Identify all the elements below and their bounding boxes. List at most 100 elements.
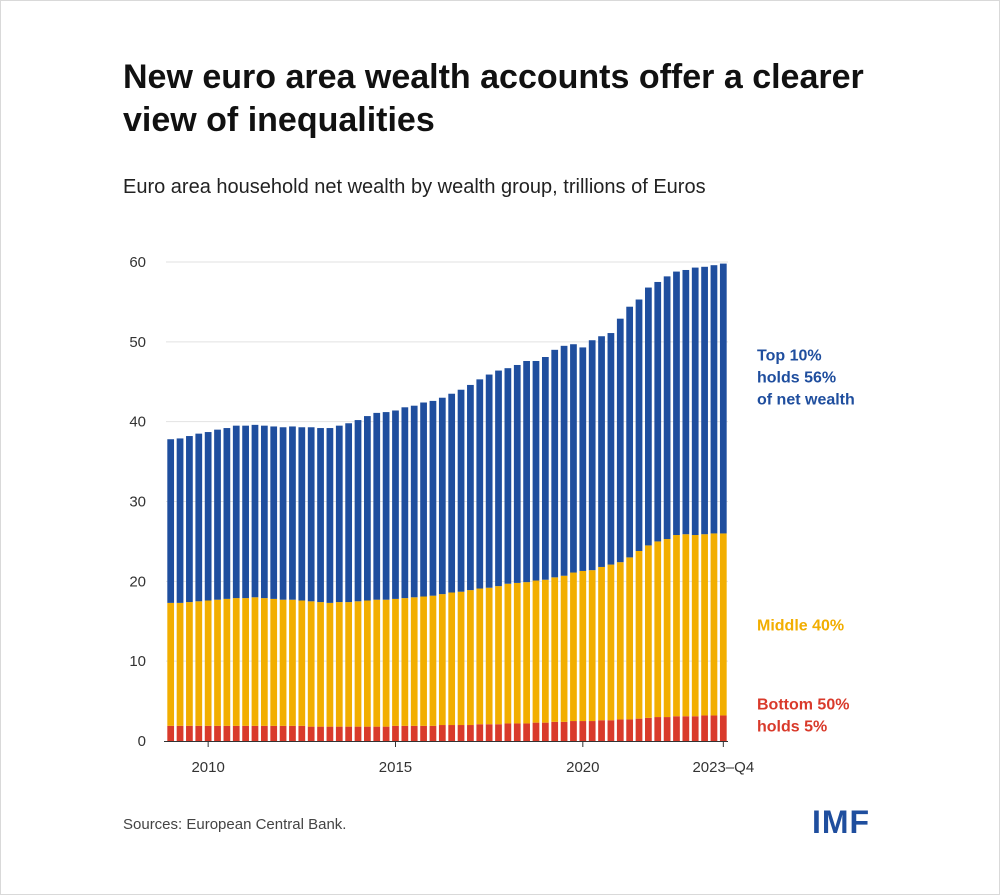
bar-segment	[504, 368, 512, 584]
bar-segment	[541, 722, 549, 741]
bar-segment	[448, 592, 456, 726]
bar-segment	[317, 726, 324, 741]
bar-segment	[532, 360, 540, 581]
bar-segment	[345, 726, 353, 741]
bar-segment	[429, 595, 437, 726]
grid-lines	[166, 261, 728, 662]
bar-segment	[626, 306, 634, 558]
bar-segment	[495, 724, 502, 741]
bar-segment	[654, 717, 662, 741]
bar-segment	[260, 425, 268, 599]
bar-segment	[663, 717, 671, 741]
bar-segment	[335, 602, 343, 727]
bar-segment	[167, 602, 175, 726]
bar-segment	[588, 340, 596, 571]
bar-segment	[719, 263, 727, 534]
bar-segment	[626, 719, 634, 741]
bar-segment	[523, 582, 530, 724]
bar-segment	[701, 715, 708, 741]
bar-segment	[270, 725, 278, 741]
bar-segment	[195, 725, 203, 741]
bar-segment	[598, 336, 605, 567]
series-label-line: Top 10%	[757, 348, 822, 365]
y-tick-label: 50	[129, 334, 146, 351]
bar-segment	[682, 716, 690, 741]
bar-segment	[176, 725, 184, 741]
bar-segment	[186, 602, 193, 726]
bar-segment	[626, 557, 634, 720]
bar-segment	[710, 265, 718, 534]
y-tick-label: 60	[129, 254, 146, 271]
bar-segment	[485, 587, 493, 725]
chart-subtitle: Euro area household net wealth by wealth…	[123, 176, 706, 198]
bar-segment	[551, 349, 559, 578]
bar-segment	[448, 393, 456, 593]
bar-segment	[335, 726, 343, 741]
bar-segment	[467, 725, 474, 741]
y-tick-label: 30	[129, 494, 146, 511]
bar-segment	[663, 539, 671, 718]
bar-segment	[691, 535, 699, 717]
bar-segment	[691, 716, 699, 741]
bar-segment	[523, 723, 530, 741]
bar-segment	[223, 428, 231, 599]
bar-segment	[682, 269, 690, 535]
bar-segment	[635, 551, 643, 719]
bar-segment	[410, 597, 418, 726]
bar-segment	[307, 601, 315, 727]
bar-segment	[560, 345, 568, 576]
bar-segment	[598, 720, 605, 741]
bar-segment	[214, 599, 221, 726]
bar-segment	[495, 586, 502, 725]
bar-segment	[251, 725, 259, 741]
bar-segment	[457, 725, 465, 741]
bar-segment	[710, 533, 718, 716]
bar-segment	[457, 389, 465, 592]
axes: 0 10 20 30 40 50 60 2010 2015 2020 2023–Q4	[129, 254, 754, 776]
bar-segment	[345, 423, 353, 603]
x-tick-label: 2020	[566, 759, 599, 776]
bar-segment	[232, 425, 240, 599]
bar-segment	[654, 541, 662, 718]
bar-segment	[279, 427, 287, 600]
bar-segment	[645, 545, 652, 718]
bar-segment	[279, 599, 287, 726]
bar-segment	[392, 598, 399, 726]
bar-segment	[204, 432, 212, 601]
bar-segment	[457, 591, 465, 726]
bar-segment	[307, 726, 315, 741]
bar-segment	[270, 598, 278, 726]
bar-segment	[242, 598, 249, 726]
bar-segment	[242, 725, 249, 741]
bar-segment	[373, 599, 381, 727]
bar-segment	[251, 597, 259, 726]
bar-segment	[364, 416, 371, 601]
bar-segment	[326, 726, 334, 741]
series-middle-40-	[167, 533, 727, 727]
bar-segment	[476, 724, 484, 741]
bar-segment	[616, 318, 624, 563]
bar-segment	[410, 405, 418, 598]
bar-segment	[682, 534, 690, 717]
x-tick-label: 2010	[191, 759, 224, 776]
bar-segment	[317, 428, 324, 603]
bar-segment	[645, 287, 652, 546]
source-note: Sources: European Central Bank.	[123, 816, 347, 833]
bar-segment	[504, 723, 512, 741]
bar-segment	[176, 602, 184, 726]
bar-segment	[251, 424, 259, 598]
bar-segment	[214, 725, 221, 741]
series-label-line: Bottom 50%	[757, 697, 849, 714]
bar-segment	[354, 726, 362, 741]
bar-segment	[289, 599, 296, 726]
bar-segment	[438, 594, 446, 726]
bar-segment	[345, 602, 353, 727]
bar-segment	[579, 570, 587, 722]
bar-segment	[588, 570, 596, 722]
bar-segment	[429, 400, 437, 596]
bar-segment	[635, 718, 643, 741]
bar-segment	[335, 425, 343, 603]
bar-segment	[298, 600, 306, 726]
bar-segment	[354, 420, 362, 602]
